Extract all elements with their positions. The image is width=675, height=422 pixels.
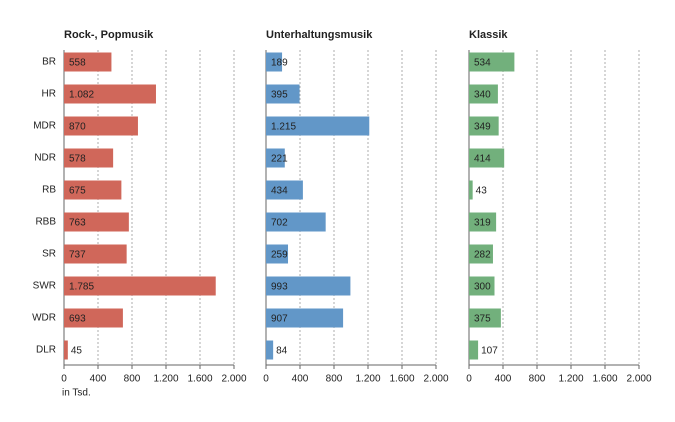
value-label: 534 <box>474 58 491 69</box>
bar <box>469 180 473 200</box>
value-label: 189 <box>271 58 288 69</box>
bar <box>266 116 370 136</box>
value-label: 737 <box>69 250 86 261</box>
bar <box>64 116 138 136</box>
value-label: 107 <box>481 346 498 357</box>
bar <box>64 276 216 296</box>
x-tick-label: 800 <box>529 374 546 385</box>
category-label: SR <box>42 249 56 260</box>
bar <box>469 308 501 328</box>
x-tick-label: 1.600 <box>592 374 617 385</box>
bar <box>64 212 129 232</box>
value-label: 43 <box>476 186 488 197</box>
category-label: MDR <box>33 121 56 132</box>
category-label: SWR <box>33 281 56 292</box>
bar <box>469 116 499 136</box>
category-label: HR <box>42 89 56 100</box>
bar <box>64 244 127 264</box>
value-label: 45 <box>71 346 83 357</box>
value-label: 870 <box>69 122 86 133</box>
value-label: 1.785 <box>69 282 94 293</box>
bar <box>266 212 326 232</box>
x-tick-label: 1.600 <box>187 374 212 385</box>
bar <box>266 148 285 168</box>
axis-label: in Tsd. <box>62 388 91 399</box>
value-label: 693 <box>69 314 86 325</box>
bar <box>266 84 300 104</box>
panel-title: Klassik <box>469 29 508 41</box>
bar <box>469 148 505 168</box>
x-tick-label: 400 <box>292 374 309 385</box>
value-label: 558 <box>69 58 86 69</box>
value-label: 319 <box>474 218 491 229</box>
x-tick-label: 1.200 <box>355 374 380 385</box>
bar <box>64 180 122 200</box>
value-label: 282 <box>474 250 491 261</box>
value-label: 993 <box>271 282 288 293</box>
x-tick-label: 2.000 <box>423 374 448 385</box>
x-tick-label: 400 <box>90 374 107 385</box>
bar <box>64 148 114 168</box>
x-tick-label: 800 <box>326 374 343 385</box>
value-label: 395 <box>271 90 288 101</box>
value-label: 414 <box>474 154 491 165</box>
value-label: 578 <box>69 154 86 165</box>
category-label: NDR <box>34 153 56 164</box>
value-label: 221 <box>271 154 288 165</box>
value-label: 763 <box>69 218 86 229</box>
bar <box>266 244 289 264</box>
bar <box>469 340 479 360</box>
x-tick-label: 2.000 <box>221 374 246 385</box>
x-tick-label: 0 <box>61 374 67 385</box>
bar <box>64 340 68 360</box>
x-tick-label: 0 <box>263 374 269 385</box>
x-tick-label: 1.200 <box>558 374 583 385</box>
x-tick-label: 0 <box>466 374 472 385</box>
value-label: 84 <box>276 346 288 357</box>
panel-title: Unterhaltungsmusik <box>266 29 373 41</box>
bar <box>469 244 493 264</box>
bar <box>469 52 515 72</box>
bar <box>469 84 498 104</box>
bar <box>266 180 303 200</box>
value-label: 349 <box>474 122 491 133</box>
x-tick-label: 800 <box>124 374 141 385</box>
bar <box>266 276 351 296</box>
bar <box>64 52 112 72</box>
category-label: DLR <box>36 345 56 356</box>
x-tick-label: 1.600 <box>389 374 414 385</box>
category-label: RBB <box>35 217 56 228</box>
x-tick-label: 400 <box>495 374 512 385</box>
category-label: WDR <box>32 313 56 324</box>
x-tick-label: 2.000 <box>626 374 651 385</box>
bar <box>64 84 156 104</box>
value-label: 300 <box>474 282 491 293</box>
value-label: 375 <box>474 314 491 325</box>
bar <box>266 52 283 72</box>
value-label: 259 <box>271 250 288 261</box>
bar <box>469 212 497 232</box>
value-label: 434 <box>271 186 288 197</box>
panel-title: Rock-, Popmusik <box>64 29 154 41</box>
bar <box>64 308 123 328</box>
value-label: 340 <box>474 90 491 101</box>
bar <box>469 276 495 296</box>
bar <box>266 308 344 328</box>
value-label: 675 <box>69 186 86 197</box>
bar <box>266 340 274 360</box>
category-label: BR <box>42 57 56 68</box>
category-label: RB <box>42 185 56 196</box>
value-label: 702 <box>271 218 288 229</box>
value-label: 1.082 <box>69 90 94 101</box>
x-tick-label: 1.200 <box>153 374 178 385</box>
value-label: 1.215 <box>271 122 296 133</box>
value-label: 907 <box>271 314 288 325</box>
